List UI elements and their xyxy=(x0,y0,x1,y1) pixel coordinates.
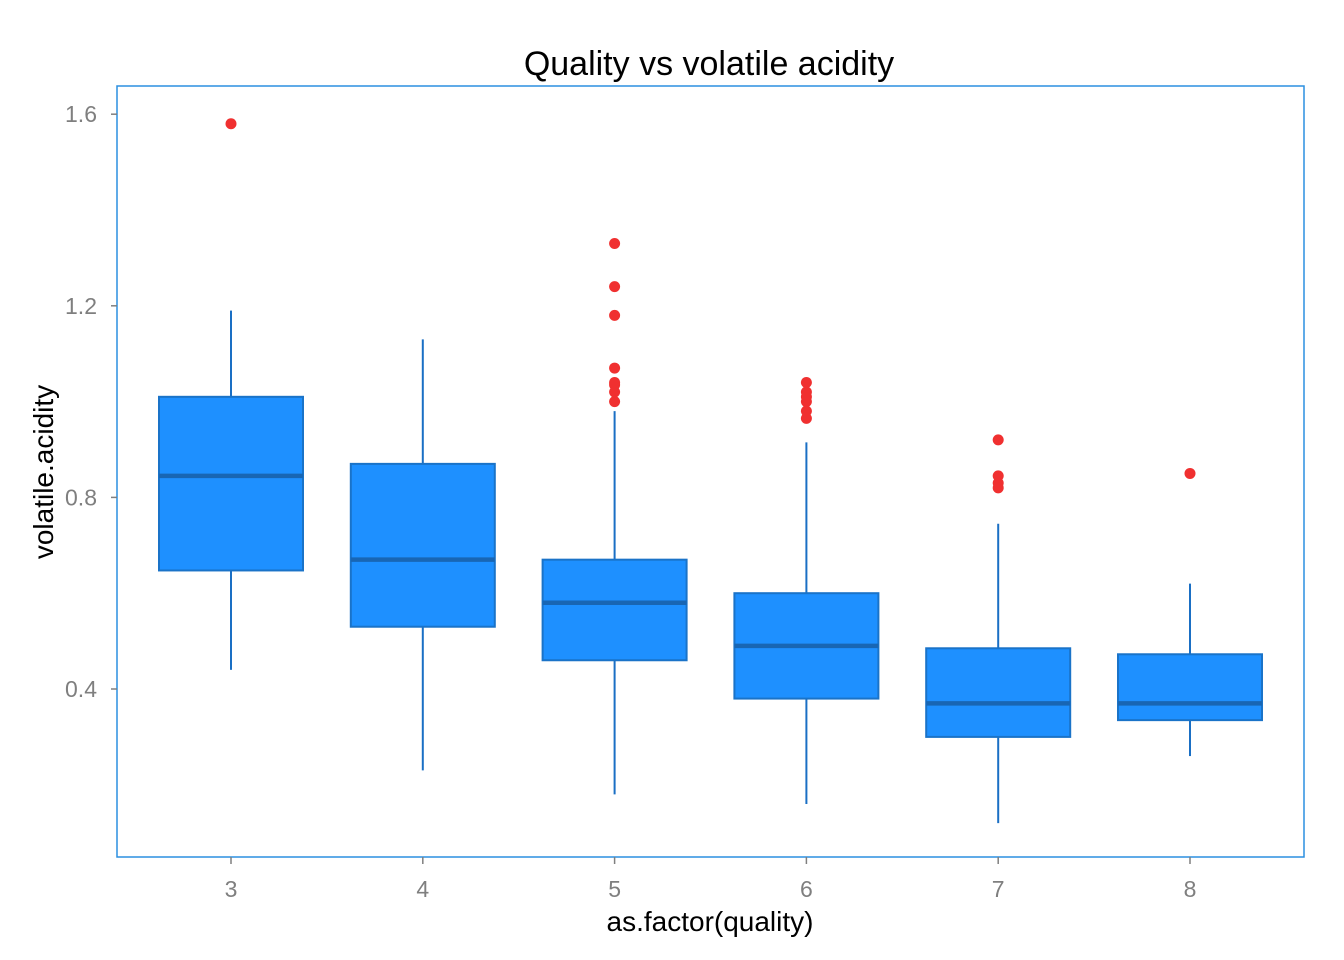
box-group-7 xyxy=(925,434,1072,824)
x-tick-label: 6 xyxy=(800,876,813,902)
x-axis-title: as.factor(quality) xyxy=(607,906,814,937)
y-tick-label: 1.2 xyxy=(65,293,97,319)
y-tick-label: 0.8 xyxy=(65,484,97,510)
box-body xyxy=(925,647,1072,738)
outlier-point xyxy=(609,281,621,293)
outlier-point xyxy=(225,118,237,130)
box-group-8 xyxy=(1117,467,1263,757)
box-body xyxy=(1117,653,1263,722)
outlier-point xyxy=(609,362,621,374)
outlier-point xyxy=(800,386,812,398)
y-axis-title: volatile.acidity xyxy=(28,385,59,559)
x-tick-label: 7 xyxy=(992,876,1005,902)
x-tick-label: 4 xyxy=(416,876,429,902)
x-tick-label: 5 xyxy=(608,876,621,902)
box-series xyxy=(158,118,1263,824)
box-group-6 xyxy=(733,376,880,804)
outlier-point xyxy=(609,396,621,408)
outlier-point xyxy=(992,434,1004,446)
box-body xyxy=(349,462,496,628)
x-tick-label: 8 xyxy=(1184,876,1197,902)
box-group-4 xyxy=(349,339,496,771)
outlier-point xyxy=(609,309,621,321)
y-tick-label: 0.4 xyxy=(65,676,97,702)
outlier-point xyxy=(1184,467,1196,479)
box-group-3 xyxy=(158,118,304,670)
outlier-point xyxy=(800,376,812,388)
plot-panel-border xyxy=(116,85,1305,858)
outlier-point xyxy=(992,470,1004,482)
axis-ticks: 0.4 0.8 1.2 1.6 3 4 5 6 7 8 xyxy=(65,101,1196,902)
chart-title: Quality vs volatile acidity xyxy=(524,45,894,83)
y-tick-label: 1.6 xyxy=(65,101,97,127)
outlier-point xyxy=(609,238,621,250)
box-body xyxy=(158,395,304,572)
outlier-point xyxy=(800,405,812,417)
outlier-point xyxy=(609,376,621,388)
box-group-5 xyxy=(541,238,688,795)
box-body xyxy=(541,558,688,662)
x-tick-label: 3 xyxy=(225,876,238,902)
